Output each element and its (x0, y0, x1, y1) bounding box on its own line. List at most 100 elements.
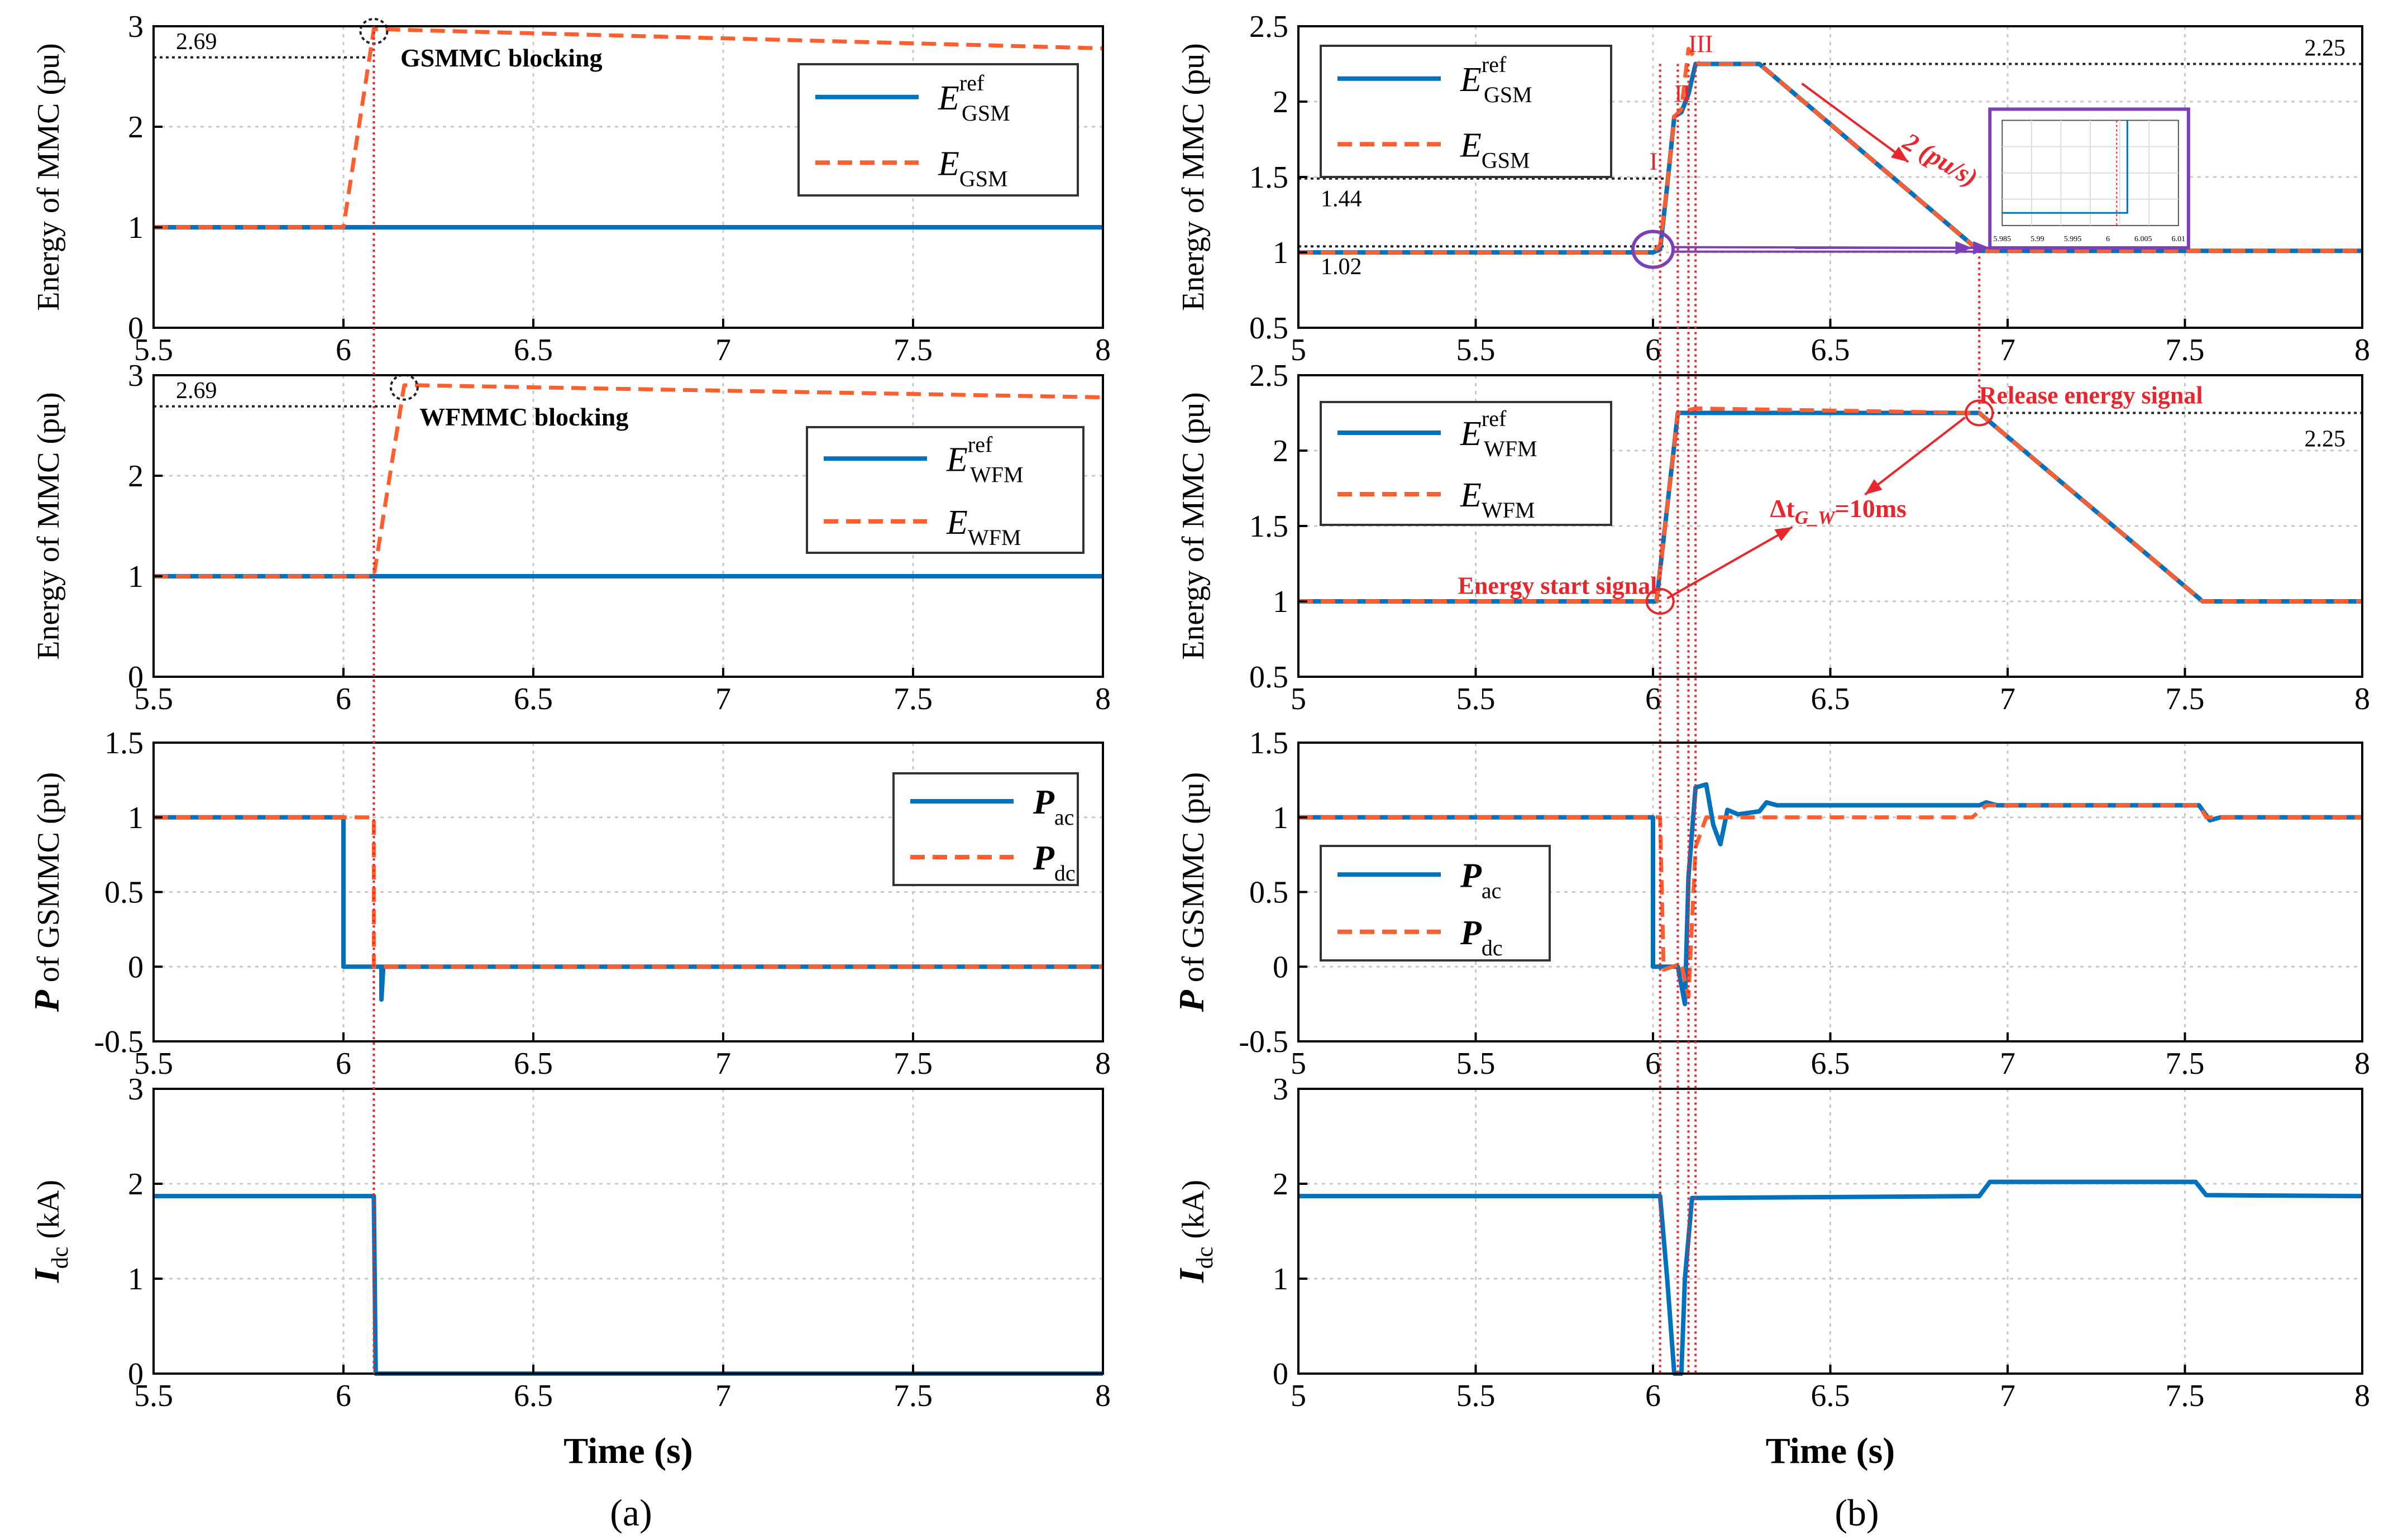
y-tick-label: 0 (128, 950, 144, 984)
y-tick-label: 1.5 (1249, 509, 1288, 544)
series-line-e-wfm (1298, 406, 2362, 604)
x-tick-label: 6 (336, 1379, 351, 1413)
y-tick-label: 0 (128, 311, 144, 346)
y-tick-label: 3 (128, 9, 144, 44)
y-axis-label: P of GSMMC (pu) (27, 772, 66, 1013)
legend-entry: EWFM (1460, 476, 1535, 523)
x-tick-label: 5.5 (134, 682, 173, 716)
x-axis-label: Time (s) (563, 1431, 693, 1471)
axes-frame (152, 1088, 1104, 1375)
plot-area (154, 1089, 1103, 1374)
legend-box (797, 63, 1079, 197)
y-tick-label: 0.5 (1249, 311, 1288, 346)
x-tick-label: 7.5 (894, 1379, 933, 1413)
chart-b2: 2.25 5 5.5 6 6.5 7 7.5 8 0.5 1 1.5 2 2.5 Energy of MM… (1176, 358, 2370, 716)
x-tick-label: 7 (2000, 1379, 2015, 1413)
y-tick-label: 2 (1273, 85, 1288, 119)
x-tick-label: 6 (1645, 1379, 1661, 1413)
y-tick-label: 0 (128, 1357, 144, 1391)
y-tick-label: 0.5 (1249, 876, 1288, 910)
x-tick-label: 7.5 (2166, 1379, 2205, 1413)
x-tick-label: 5.5 (134, 1046, 173, 1081)
arrow-head (1955, 241, 1972, 255)
y-tick-label: 1 (128, 801, 144, 835)
zoom-tick-label: 5.995 (2064, 235, 2082, 243)
y-axis-label: P of GSMMC (pu) (1172, 772, 1211, 1013)
chart-b3: 5 5.5 6 6.5 7 7.5 8 -0.5 0 0.5 1 1.5 P of GSMMC (pu)… (1172, 726, 2370, 1081)
x-tick-label: 6 (336, 1046, 351, 1081)
y-tick-label: 2 (128, 459, 144, 494)
legend: Eref GSM EGSM (797, 63, 1079, 197)
x-tick-label: 6.5 (1811, 1046, 1850, 1081)
x-tick-label: 5.5 (1456, 1379, 1496, 1413)
x-tick-label: 7.5 (2166, 682, 2205, 716)
legend-entry: EWFM (946, 504, 1021, 550)
chart-a2: 2.69 5.5 6 6.5 7 7.5 8 0 1 2 3 Energy of MMC (pu) Er… (31, 358, 1111, 716)
x-tick-label: 5.5 (1456, 682, 1496, 716)
legend-entry: Pdc (1033, 839, 1076, 886)
x-tick-label: 5 (1291, 1046, 1306, 1081)
x-tick-label: 5.5 (1456, 1046, 1496, 1081)
y-tick-label: 0 (1273, 950, 1288, 984)
x-tick-label: 7 (715, 682, 731, 716)
axes-frame (152, 25, 1104, 329)
y-tick-label: 3 (128, 1072, 144, 1107)
x-tick-label: 5.5 (134, 1379, 173, 1413)
y-tick-label: 1.5 (1249, 726, 1288, 761)
panel-label-b: (b) (1835, 1491, 1879, 1534)
start-signal-label: Energy start signal (1458, 572, 1657, 600)
x-tick-label: 6 (1645, 682, 1661, 716)
y-tick-label: -0.5 (94, 1025, 144, 1059)
x-tick-label: 6.5 (1811, 682, 1850, 716)
stage-label: II (1674, 80, 1690, 107)
chart-b1: 2.25 1.44 1.02 5 5.5 6 6.5 7 7.5 8 0.5 1 1.5 2 2.5 Ener… (1176, 9, 2370, 367)
y-axis-label: Energy of MMC (pu) (1176, 392, 1211, 660)
x-tick-label: 6 (336, 333, 351, 367)
x-tick-label: 6.5 (514, 333, 553, 367)
stage-label: III (1689, 30, 1713, 58)
annotation-text: WFMMC blocking (419, 403, 628, 431)
x-tick-label: 7 (2000, 333, 2015, 367)
y-tick-label: 1 (1273, 1262, 1288, 1297)
legend-entry: Eref GSM (938, 70, 1010, 126)
x-tick-label: 7 (2000, 682, 2015, 716)
legend-box (806, 426, 1085, 554)
x-tick-label: 7 (715, 333, 731, 367)
y-axis-label: Energy of MMC (pu) (1176, 43, 1211, 311)
y-tick-label: 2.5 (1249, 358, 1288, 393)
axes-frame (152, 374, 1104, 678)
legend-entry: Pac (1033, 783, 1074, 830)
reference-line-label: 2.69 (176, 378, 217, 404)
x-tick-label: 8 (2354, 1046, 2370, 1081)
y-tick-label: 1 (128, 211, 144, 245)
x-tick-label: 5 (1291, 1379, 1306, 1413)
zoom-inset: 5.985 5.99 5.995 6 6.005 6.01 (1988, 107, 2190, 250)
x-tick-label: 5 (1291, 333, 1306, 367)
highlight-circle (1631, 229, 1675, 269)
legend-entry: EGSM (938, 145, 1008, 191)
y-axis-label: Energy of MMC (pu) (31, 392, 66, 660)
legend-entry: Eref WFM (1460, 406, 1537, 461)
reference-line-label: 1.44 (1321, 186, 1362, 212)
series-line-e-gsm (154, 27, 1103, 229)
y-tick-label: 1.5 (1249, 160, 1288, 195)
x-tick-label: 8 (1095, 1046, 1111, 1081)
legend-entry: EGSM (1460, 126, 1530, 173)
arrow-head (1890, 146, 1909, 162)
y-tick-label: 1 (1273, 236, 1288, 270)
y-tick-label: 1 (128, 559, 144, 594)
x-tick-label: 5.5 (134, 333, 173, 367)
reference-line-label: 2.25 (2305, 427, 2346, 452)
slope-arrow (1801, 82, 1909, 163)
y-tick-label: 3 (128, 358, 144, 393)
legend: Eref WFM EWFM (806, 426, 1085, 554)
y-tick-label: 2 (128, 110, 144, 145)
x-tick-label: 6 (336, 682, 351, 716)
y-tick-label: 1.5 (104, 726, 144, 761)
y-tick-label: 2 (1273, 434, 1288, 468)
x-tick-label: 5 (1291, 682, 1306, 716)
x-tick-label: 6.5 (1811, 333, 1850, 367)
y-tick-label: -0.5 (1239, 1025, 1288, 1059)
series-line-e-wfm (154, 383, 1103, 578)
